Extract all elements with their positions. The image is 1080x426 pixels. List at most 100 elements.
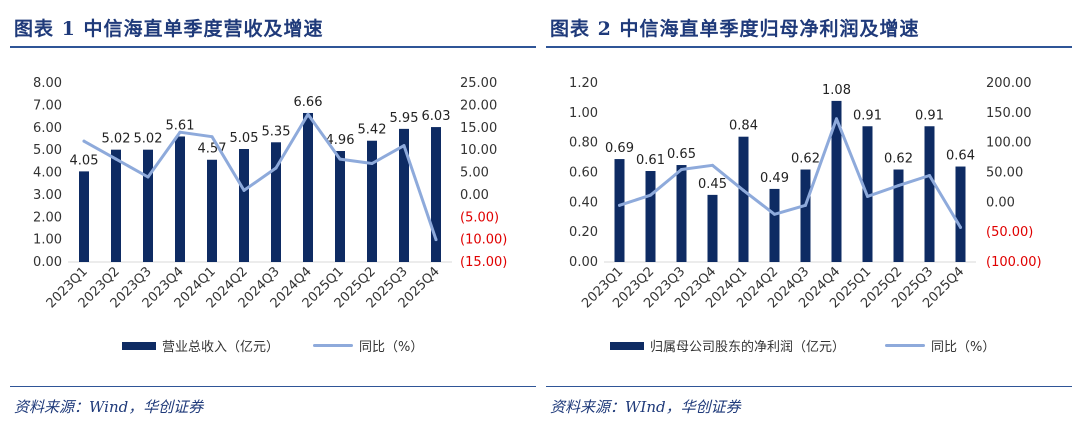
bar-value-label: 5.95	[390, 111, 419, 126]
right-axis-tick: 50.00	[986, 166, 1023, 181]
bar-value-label: 6.66	[294, 95, 323, 110]
figure-2-title: 图表 2 中信海直单季度归母净利润及增速	[550, 18, 920, 40]
left-axis-tick: 0.20	[569, 225, 598, 240]
yoy-point	[804, 203, 807, 207]
bar	[676, 165, 687, 262]
legend-line-label: 同比（%）	[931, 340, 996, 355]
right-axis-tick: 10.00	[460, 143, 497, 158]
right-axis-tick: 200.00	[986, 76, 1032, 91]
yoy-line	[618, 117, 962, 229]
yoy-point	[742, 188, 745, 192]
bar	[893, 169, 904, 262]
left-axis-tick: 7.00	[33, 98, 62, 113]
legend-bar-swatch	[610, 341, 644, 350]
right-axis-tick: 0.00	[986, 195, 1015, 210]
figure-1-bottom-rule	[10, 386, 536, 387]
bar-value-label: 5.05	[230, 131, 259, 146]
bar-value-label: 0.84	[729, 119, 758, 134]
bar	[175, 136, 185, 262]
legend-bar-swatch	[122, 341, 156, 350]
left-axis-tick: 1.20	[569, 76, 598, 91]
bar-value-label: 0.69	[605, 141, 634, 156]
left-axis-tick: 0.80	[569, 136, 598, 151]
yoy-point	[773, 212, 776, 216]
bar-value-label: 4.57	[198, 142, 227, 157]
yoy-point	[866, 194, 869, 198]
right-axis-tick: 150.00	[986, 106, 1032, 121]
right-axis-tick: 5.00	[460, 166, 489, 181]
yoy-point	[274, 166, 278, 170]
bar-value-label: 0.49	[760, 171, 789, 186]
figure-2-bottom-rule	[546, 386, 1072, 387]
bar	[303, 112, 313, 262]
right-axis-tick: 100.00	[986, 136, 1032, 151]
yoy-point	[370, 162, 374, 166]
left-axis-tick: 0.00	[33, 255, 62, 270]
bar-value-label: 0.65	[667, 147, 696, 162]
bar	[955, 166, 966, 262]
figure-1-legend: 营业总收入（亿元） 同比（%）	[122, 336, 423, 355]
figure-2-source: 资料来源：WInd，华创证券	[550, 398, 741, 416]
bar	[924, 126, 935, 262]
yoy-point	[146, 175, 150, 179]
bar	[239, 149, 249, 262]
left-axis-tick: 2.00	[33, 210, 62, 225]
bar	[399, 128, 409, 262]
bar-value-label: 5.42	[358, 123, 387, 138]
bar	[831, 100, 842, 263]
figure-2-top-rule	[546, 46, 1072, 48]
bar-value-label: 0.62	[884, 152, 913, 167]
bar-value-label: 5.35	[262, 124, 291, 139]
figure-2-legend: 归属母公司股东的净利润（亿元） 同比（%）	[610, 336, 995, 355]
bar	[143, 149, 153, 262]
bar-value-label: 5.02	[134, 132, 163, 147]
bar-value-label: 0.61	[636, 153, 665, 168]
bar	[207, 159, 217, 262]
right-axis-tick: (100.00)	[986, 255, 1042, 270]
yoy-point	[338, 157, 342, 161]
bar	[111, 149, 121, 262]
bar	[614, 159, 625, 262]
bar-value-label: 5.61	[166, 118, 195, 133]
right-axis-tick: 20.00	[460, 98, 497, 113]
bar-value-label: 0.91	[915, 108, 944, 123]
left-axis-tick: 0.40	[569, 195, 598, 210]
yoy-point	[928, 173, 931, 177]
left-axis-tick: 1.00	[33, 233, 62, 248]
yoy-point	[242, 188, 246, 192]
bar-value-label: 4.05	[70, 153, 99, 168]
left-axis-tick: 1.00	[569, 106, 598, 121]
left-axis-tick: 4.00	[33, 166, 62, 181]
left-axis-tick: 3.00	[33, 188, 62, 203]
left-axis-tick: 0.60	[569, 166, 598, 181]
yoy-point	[680, 168, 683, 172]
revenue-chart: 0.00 1.00 2.00 3.00 4.00 5.00 6.00 7.00 8.00 (15.…	[33, 76, 507, 311]
bar	[738, 136, 749, 262]
figure-2: 图表 2 中信海直单季度归母净利润及增速 0.00 0.20 0.40 0.60 0.8…	[546, 0, 1072, 426]
bar	[335, 151, 345, 262]
bar	[800, 169, 811, 262]
bar	[367, 140, 377, 262]
yoy-point	[178, 130, 182, 134]
bar	[79, 171, 89, 262]
left-axis-tick: 6.00	[33, 121, 62, 136]
yoy-point	[434, 238, 438, 242]
yoy-point	[210, 135, 214, 139]
right-axis-tick: (5.00)	[460, 210, 499, 225]
bar-value-label: 5.02	[102, 132, 131, 147]
net-profit-chart: 0.00 0.20 0.40 0.60 0.80 1.00 1.20 (100.00) (50.…	[569, 76, 1042, 311]
bar-value-label: 0.64	[946, 149, 975, 164]
figure-1-title: 图表 1 中信海直单季度营收及增速	[14, 18, 324, 40]
left-axis-tick: 8.00	[33, 76, 62, 91]
legend-line-swatch	[885, 344, 926, 347]
bar-value-label: 6.03	[422, 109, 451, 124]
yoy-point	[835, 117, 838, 121]
legend-bar-label: 归属母公司股东的净利润（亿元）	[650, 340, 846, 355]
bar	[431, 127, 441, 262]
legend-line-swatch	[313, 344, 354, 347]
bar	[769, 188, 780, 262]
left-axis-tick: 0.00	[569, 255, 598, 270]
right-axis-tick: 15.00	[460, 121, 497, 136]
yoy-line	[82, 112, 438, 242]
right-axis-tick: 0.00	[460, 188, 489, 203]
